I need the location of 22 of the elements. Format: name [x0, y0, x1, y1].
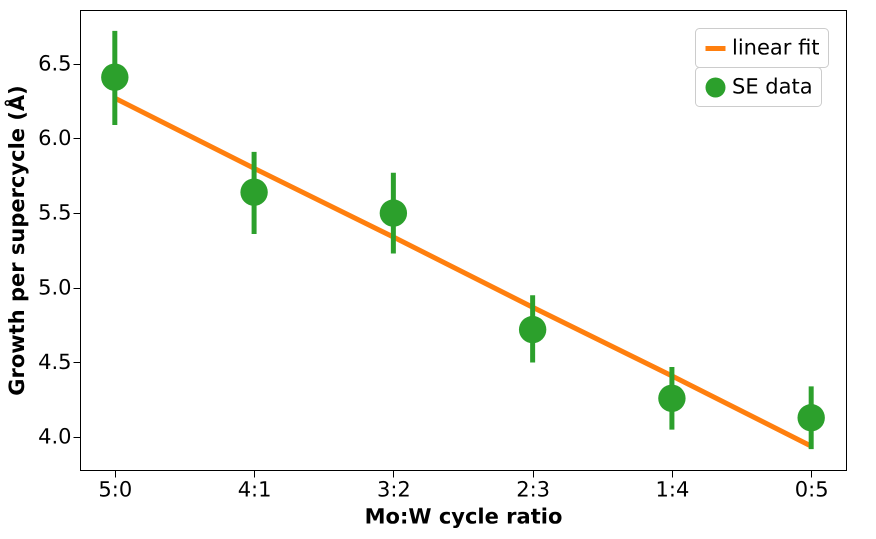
x-tick-label: 0:5 [794, 478, 829, 502]
y-axis-title: Growth per supercycle (Å) [4, 85, 30, 396]
y-tick-label: 4.0 [38, 424, 72, 449]
point [240, 178, 268, 206]
y-tick-label: 4.5 [38, 350, 72, 374]
legend-label: SE data [732, 74, 813, 98]
x-tick-label: 1:4 [656, 478, 690, 502]
x-tick-label: 4:1 [238, 478, 272, 502]
point [380, 199, 408, 227]
x-tick-label: 3:2 [376, 478, 411, 502]
y-tick-label: 5.0 [38, 275, 72, 300]
point [101, 64, 129, 91]
x-tick-label: 2:3 [516, 478, 550, 502]
point [658, 384, 686, 412]
point [797, 404, 825, 432]
legend-label: linear fit [732, 36, 820, 60]
x-axis-title: Mo:W cycle ratio [364, 504, 562, 528]
y-tick-label: 5.5 [38, 200, 72, 225]
x-tick-label: 5:0 [98, 478, 132, 502]
y-tick-label: 6.5 [38, 51, 72, 76]
y-tick-label: 6.0 [38, 126, 72, 150]
point [518, 316, 546, 344]
